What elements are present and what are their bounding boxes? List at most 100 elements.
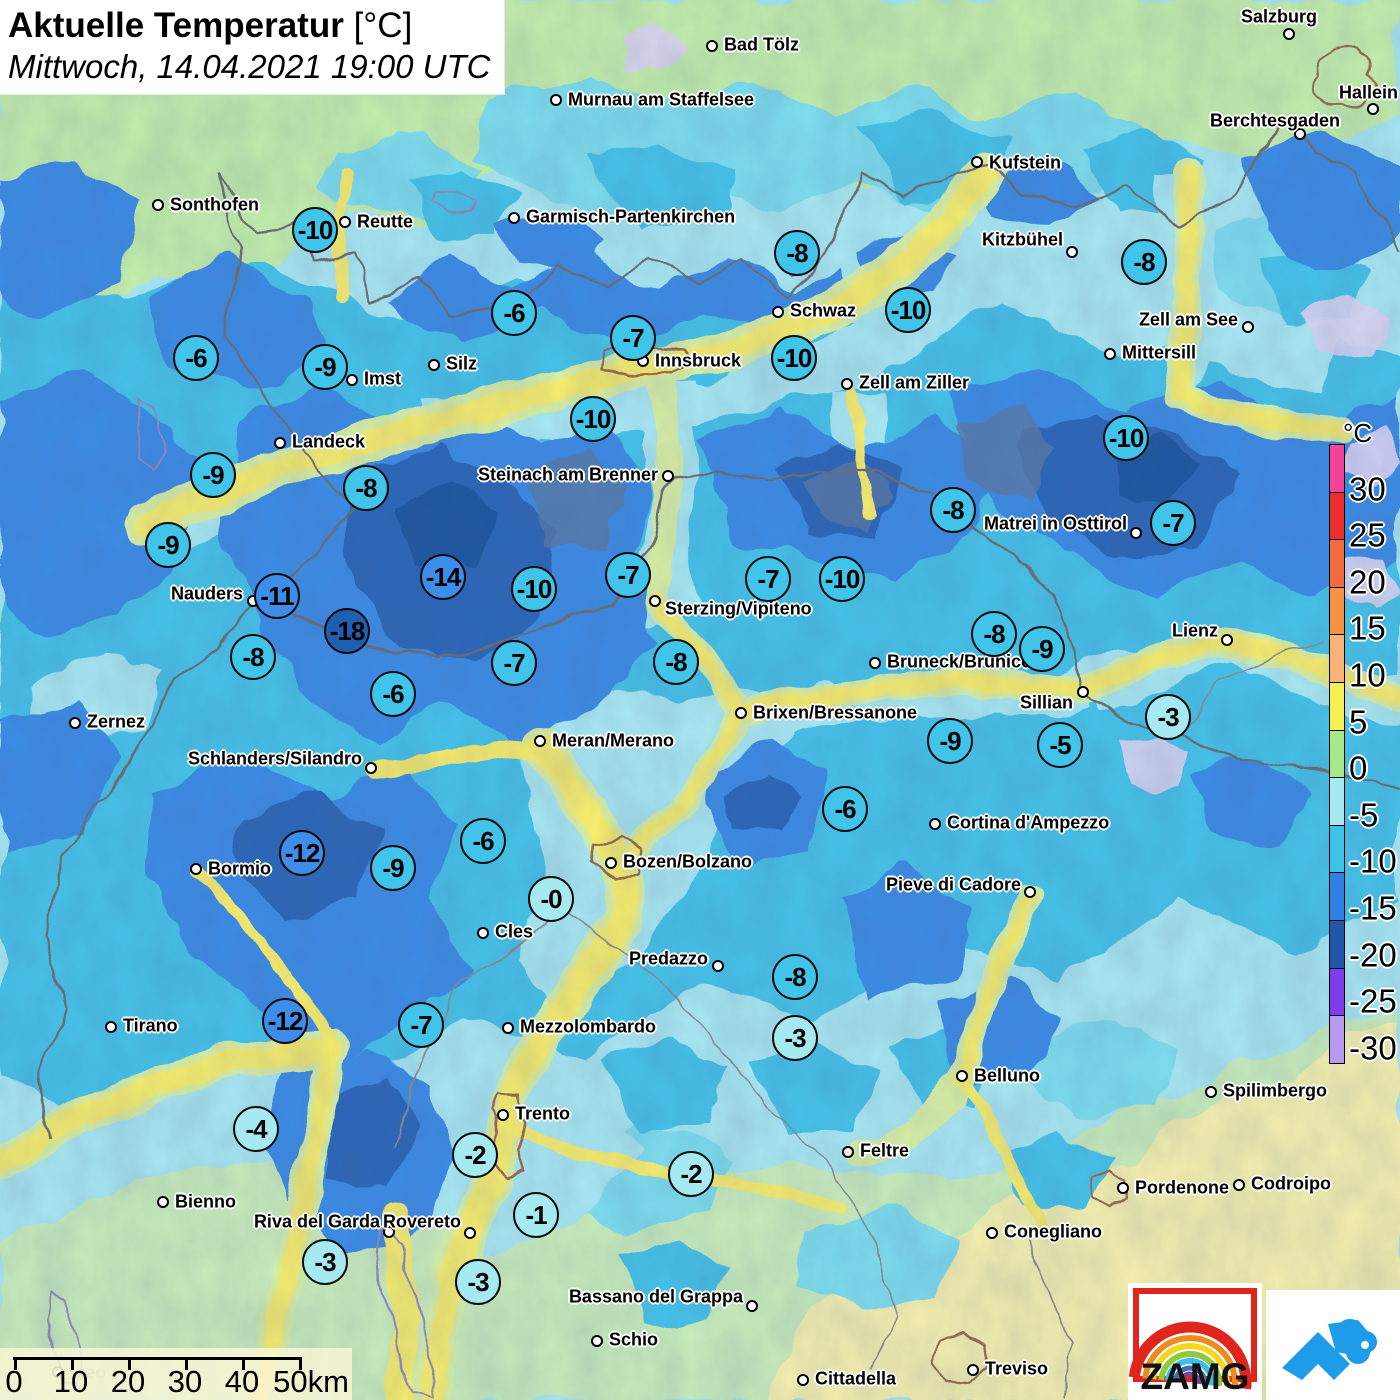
legend-tick-label: 0: [1349, 749, 1368, 787]
legend-tick-label: -5: [1349, 796, 1379, 834]
city-label: Predazzo: [628, 948, 708, 969]
city-label: Cittadella: [815, 1368, 897, 1389]
city-label: Cortina d'Ampezzo: [947, 812, 1110, 833]
city-marker-dot: [497, 1109, 509, 1121]
city-label: Pieve di Cadore: [885, 874, 1021, 895]
city-label: Pordenone: [1135, 1177, 1230, 1198]
city-label: Spilimbergo: [1223, 1080, 1328, 1101]
city-marker-dot: [662, 470, 674, 482]
station-temp-bubble: -11: [254, 573, 300, 619]
station-temp-bubble: -8: [971, 611, 1017, 657]
legend-color-cell: [1330, 778, 1344, 826]
city-marker-dot: [649, 595, 661, 607]
city-label: Salzburg: [1240, 6, 1317, 27]
city-marker-dot: [1242, 321, 1254, 333]
city-marker-dot: [1066, 246, 1078, 258]
city-marker-dot: [69, 717, 81, 729]
city-label: Bassano del Grappa: [568, 1286, 743, 1307]
legend-color-cell: [1330, 587, 1344, 636]
legend-color-cell: [1330, 920, 1344, 969]
city-label: Codroipo: [1251, 1173, 1331, 1194]
legend-tick-label: 25: [1349, 516, 1386, 554]
station-temp-bubble: -8: [230, 634, 276, 680]
legend-color-cell: [1330, 635, 1344, 683]
station-temp-bubble: -8: [930, 487, 976, 533]
map-title: Aktuelle Temperatur [°C]: [8, 6, 413, 45]
city-label: Feltre: [860, 1140, 910, 1161]
city-marker-dot: [190, 863, 202, 875]
city-label: Sterzing/Vipiteno: [665, 598, 812, 619]
station-temp-bubble: -9: [302, 344, 348, 390]
city-label: Berchtesgaden: [1209, 110, 1340, 131]
city-marker-dot: [274, 437, 286, 449]
station-temp-bubble: -2: [452, 1132, 498, 1178]
city-label: Silz: [446, 353, 478, 374]
city-marker-dot: [365, 762, 377, 774]
zamg-logo: ZAMG: [1128, 1283, 1262, 1400]
city-label: Innsbruck: [655, 350, 742, 371]
station-temp-bubble: -10: [771, 335, 817, 381]
station-temp-bubble: -14: [420, 554, 466, 600]
city-label: Meran/Merano: [552, 730, 675, 751]
zamg-logo-frame: [1133, 1288, 1257, 1382]
station-temp-bubble: -7: [491, 640, 537, 686]
legend-tick-label: 10: [1349, 656, 1386, 694]
station-temp-bubble: -7: [1150, 500, 1196, 546]
station-temp-bubble: -3: [302, 1239, 348, 1285]
city-label: Riva del Garda: [253, 1211, 380, 1232]
station-temp-bubble: -18: [324, 608, 370, 654]
station-temp-bubble: -4: [233, 1106, 279, 1152]
station-temp-bubble: -8: [343, 465, 389, 511]
city-marker-dot: [772, 306, 784, 318]
city-label: Zernez: [87, 711, 146, 732]
scale-bar-tick: [14, 1357, 17, 1370]
city-marker-dot: [1221, 634, 1233, 646]
city-marker-dot: [339, 216, 351, 228]
city-label: Kufstein: [989, 152, 1061, 173]
station-temp-bubble: -8: [772, 954, 818, 1000]
city-label: Matrei in Osttirol: [983, 513, 1127, 534]
legend-color-cell: [1330, 825, 1344, 874]
legend-color-cell: [1330, 540, 1344, 588]
city-label: Belluno: [974, 1065, 1040, 1086]
legend-tick-label: 15: [1349, 609, 1386, 647]
city-marker-dot: [383, 1226, 395, 1238]
legend-tick-label: -30: [1349, 1029, 1397, 1067]
station-temp-bubble: -12: [279, 830, 325, 876]
city-marker-dot: [1024, 886, 1036, 898]
scale-tick-label: 20: [110, 1364, 146, 1399]
city-label: Garmisch-Partenkirchen: [526, 206, 736, 227]
city-marker-dot: [152, 199, 164, 211]
scale-tick-label: 0: [5, 1364, 23, 1399]
city-marker-dot: [591, 1335, 603, 1347]
scale-bar-line: [13, 1357, 300, 1360]
city-label: Murnau am Staffelsee: [568, 89, 755, 110]
station-temp-bubble: -10: [511, 566, 557, 612]
city-label: Bormio: [208, 858, 271, 879]
scale-tick-label: 40: [224, 1364, 260, 1399]
legend-color-cell: [1330, 968, 1344, 1017]
legend-tick-label: 5: [1349, 703, 1368, 741]
city-marker-dot: [605, 857, 617, 869]
station-temp-bubble: -6: [173, 335, 219, 381]
city-label: Hallein: [1338, 82, 1398, 103]
station-temp-bubble: -9: [1019, 626, 1065, 672]
station-temp-bubble: -8: [774, 230, 820, 276]
scale-bar: 0 10 20 30 40 50km: [0, 1348, 352, 1400]
city-label: Bruneck/Brunico: [887, 651, 1033, 672]
station-temp-bubble: -9: [190, 452, 236, 498]
mountain-cloud-icon: [1282, 1319, 1377, 1380]
scale-bar-tick: [71, 1357, 74, 1370]
station-temp-bubble: -9: [370, 845, 416, 891]
city-marker-dot: [550, 94, 562, 106]
legend-color-cell: [1330, 445, 1344, 493]
city-marker-dot: [477, 927, 489, 939]
station-temp-bubble: -10: [819, 556, 865, 602]
city-marker-dot: [534, 735, 546, 747]
legend-color-cell: [1330, 682, 1344, 731]
station-temp-bubble: -8: [1121, 239, 1167, 285]
city-label: Trento: [515, 1103, 571, 1124]
city-marker-dot: [157, 1196, 169, 1208]
station-temp-bubble: -5: [1037, 722, 1083, 768]
partner-logo: [1266, 1290, 1400, 1400]
